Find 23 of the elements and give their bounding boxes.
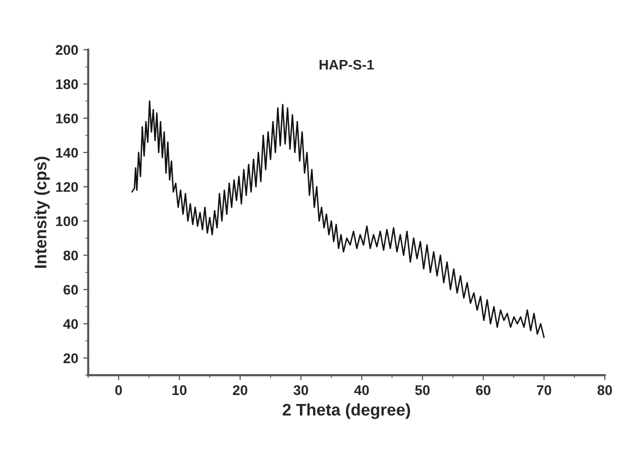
x-tick-label: 10: [172, 385, 187, 396]
line-series: [131, 100, 545, 338]
x-tick-label: 50: [415, 385, 430, 396]
text: HAP-S-1: [320, 60, 374, 70]
x-axis-title: 2 Theta (degree): [282, 403, 410, 419]
y-tick-label: 200: [56, 45, 78, 55]
y-tick-label: 100: [56, 216, 78, 226]
x-tick-label: 70: [536, 385, 552, 396]
y-axis-title: Intensity (cps): [34, 156, 50, 268]
x-tick-label: 20: [232, 385, 248, 396]
x-tick-label: 80: [598, 385, 612, 396]
y-tick-label: 140: [56, 148, 78, 158]
x-tick-label: 0: [115, 385, 122, 396]
y-tick-label: 40: [63, 319, 78, 329]
x-tick-label: 40: [354, 385, 369, 396]
y-tick-label: 120: [56, 182, 78, 192]
y-tick-label: 20: [64, 353, 78, 364]
y-tick-label: 80: [63, 250, 78, 260]
x-tick-label: 30: [294, 385, 308, 396]
y-tick-label: 60: [64, 284, 78, 295]
y-tick-label: 160: [56, 114, 78, 124]
y-tick-label: 180: [56, 79, 78, 90]
x-tick-label: 60: [476, 385, 490, 396]
